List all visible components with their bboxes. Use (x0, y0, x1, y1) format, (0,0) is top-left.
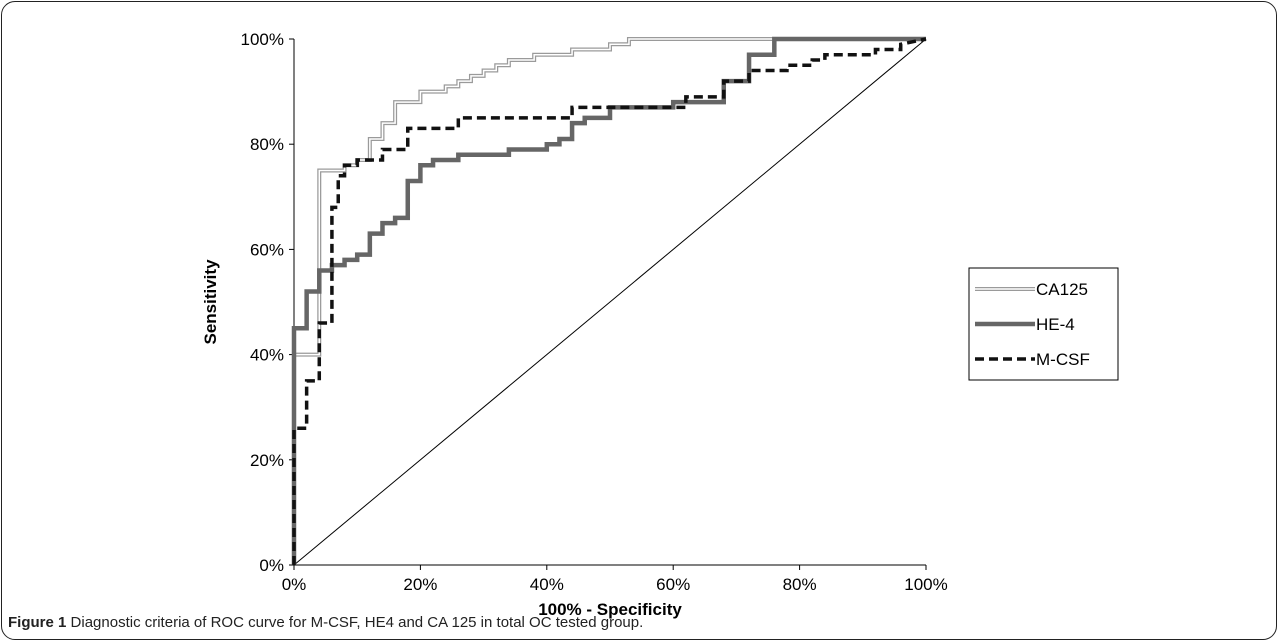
legend-label-he-4: HE-4 (1036, 315, 1075, 334)
series-line-he-4 (291, 36, 926, 565)
legend-label-ca125: CA125 (1036, 280, 1088, 299)
figure-caption: Figure 1 Diagnostic criteria of ROC curv… (8, 614, 643, 631)
series-line-m-csf (292, 37, 927, 565)
x-tick-label: 60% (656, 575, 690, 594)
chart-plot-area (291, 36, 927, 566)
x-tick-label: 20% (403, 575, 437, 594)
y-axis-title: Sensitivity (201, 259, 220, 345)
figure-caption-text: Diagnostic criteria of ROC curve for M-C… (70, 614, 644, 631)
x-tick-label: 40% (530, 575, 564, 594)
x-tick-label: 0% (282, 575, 307, 594)
x-axis-title: 100% - Specificity (538, 600, 682, 619)
chart-legend: CA125 HE-4 M-CSF (968, 267, 1119, 381)
chart-axes: 0% 20% 40% 60% 80% 100% 0% 20% 40% 60% 80% 100% 100%… (201, 30, 948, 619)
x-tick-label: 80% (783, 575, 817, 594)
figure-caption-label: Figure 1 (8, 614, 67, 631)
y-tick-label: 20% (250, 451, 284, 470)
y-tick-label: 80% (250, 135, 284, 154)
y-tick-label: 0% (259, 556, 284, 575)
x-tick-label: 100% (904, 575, 947, 594)
diagonal-reference-line (293, 38, 927, 566)
y-tick-label: 100% (241, 30, 284, 49)
y-tick-label: 40% (250, 346, 284, 365)
legend-label-m-csf: M-CSF (1036, 350, 1090, 369)
y-tick-label: 60% (250, 240, 284, 259)
